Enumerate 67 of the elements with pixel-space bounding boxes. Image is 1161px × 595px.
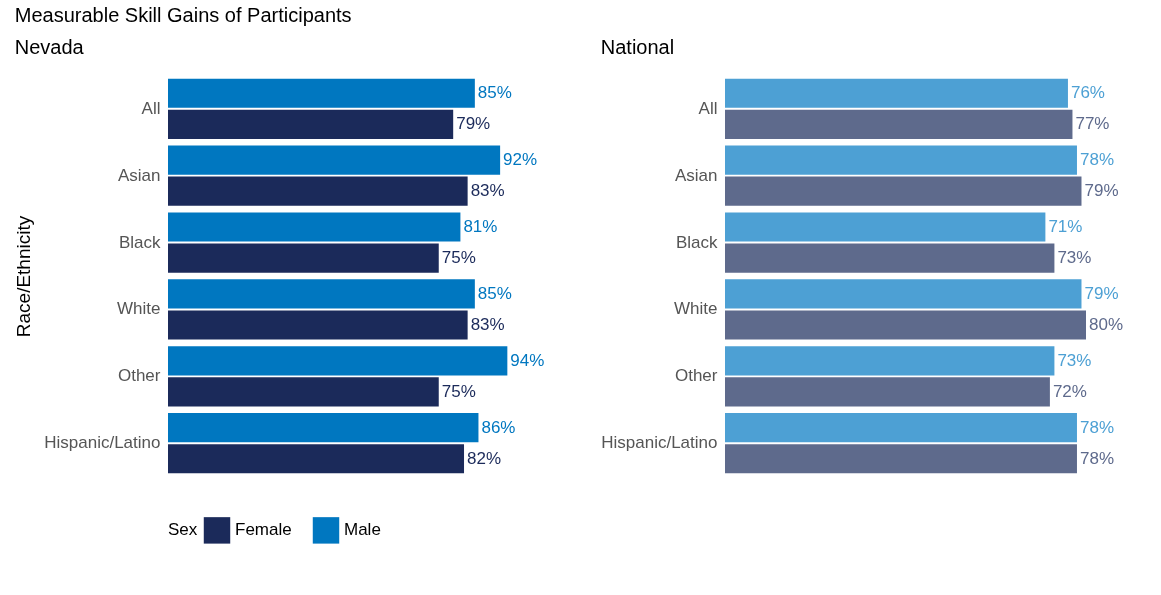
legend-title: Sex — [168, 520, 198, 539]
data-label: 79% — [1084, 181, 1119, 201]
bar — [168, 145, 501, 175]
data-label: 94% — [510, 350, 545, 370]
data-label: 77% — [1075, 114, 1110, 134]
bar — [725, 212, 1046, 242]
bar — [725, 145, 1077, 175]
bar — [725, 78, 1068, 108]
data-label: 81% — [463, 217, 498, 237]
data-label: 82% — [467, 448, 502, 468]
y-axis-title: Race/Ethnicity — [13, 215, 35, 338]
data-label: 75% — [441, 248, 476, 268]
bar — [168, 444, 465, 474]
bar — [168, 109, 454, 139]
data-label: 86% — [481, 417, 516, 437]
data-label: 71% — [1048, 217, 1083, 237]
data-label: 73% — [1057, 248, 1092, 268]
legend-label: Male — [344, 520, 381, 540]
y-tick-label: Other — [674, 366, 718, 386]
data-label: 83% — [470, 181, 505, 201]
data-label: 78% — [1079, 150, 1115, 170]
bar — [725, 176, 1082, 206]
data-label: 78% — [1079, 417, 1115, 437]
bar — [168, 279, 475, 309]
bar — [725, 310, 1086, 340]
data-label: 75% — [441, 381, 476, 401]
data-label: 92% — [503, 150, 538, 170]
bar — [725, 444, 1077, 474]
bar — [168, 78, 475, 108]
chart-title: Measurable Skill Gains of Participants — [14, 4, 352, 26]
data-label: 78% — [1079, 448, 1115, 468]
data-label: 73% — [1057, 350, 1092, 370]
bar — [168, 176, 468, 206]
bar — [725, 346, 1055, 376]
data-label: 72% — [1052, 381, 1087, 401]
y-tick-label: Hispanic/Latino — [601, 433, 718, 453]
y-tick-label: Other — [117, 366, 161, 386]
data-label: 83% — [470, 314, 505, 334]
bar — [168, 346, 508, 376]
legend-label: Female — [235, 520, 292, 540]
data-label: 85% — [477, 83, 512, 103]
bar — [725, 377, 1050, 407]
data-label: 85% — [477, 283, 512, 303]
y-tick-label: Hispanic/Latino — [44, 433, 161, 453]
bar — [725, 413, 1077, 443]
y-tick-label: White — [117, 299, 161, 319]
y-tick-label: Asian — [674, 165, 718, 185]
y-tick-label: Black — [675, 232, 718, 252]
y-tick-label: All — [141, 98, 161, 118]
bar — [168, 377, 439, 407]
data-label: 76% — [1070, 83, 1105, 103]
data-label: 79% — [1084, 283, 1119, 303]
y-tick-label: White — [674, 299, 718, 319]
bar — [168, 413, 479, 443]
y-tick-label: All — [698, 98, 718, 118]
bar — [725, 109, 1073, 139]
chart-subtitle: Nevada — [14, 36, 85, 58]
y-tick-label: Black — [118, 232, 161, 252]
y-tick-label: Asian — [117, 165, 161, 185]
bar — [168, 310, 468, 340]
data-label: 79% — [456, 114, 491, 134]
chart-subtitle: National — [600, 36, 675, 58]
bar — [725, 279, 1082, 309]
bar — [168, 212, 461, 242]
bar — [725, 243, 1055, 273]
bar — [168, 243, 439, 273]
data-label: 80% — [1089, 314, 1124, 334]
